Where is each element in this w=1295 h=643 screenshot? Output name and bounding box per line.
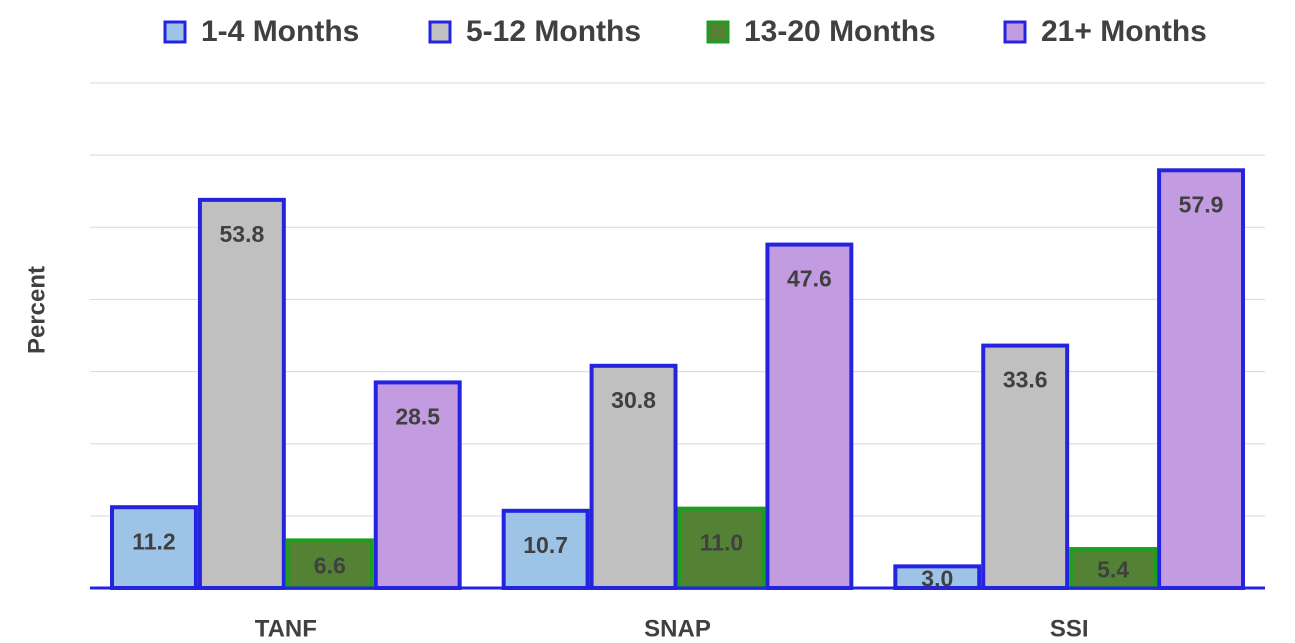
legend-label: 13-20 Months <box>744 15 936 48</box>
data-label: 6.6 <box>314 552 346 578</box>
data-label: 5.4 <box>1097 557 1129 583</box>
bar <box>1069 547 1158 590</box>
x-tick-label: SSI <box>1050 615 1089 642</box>
bar <box>110 505 198 591</box>
data-label: 53.8 <box>219 221 264 247</box>
x-tick-label: TANF <box>255 615 317 642</box>
legend-label: 21+ Months <box>1041 15 1207 48</box>
bar <box>1157 168 1246 591</box>
data-label: 30.8 <box>611 387 656 413</box>
legend-marker <box>163 20 187 44</box>
y-axis-label: Percent <box>23 266 50 354</box>
legend-marker <box>428 20 452 44</box>
data-label: 10.7 <box>523 532 568 558</box>
data-label: 47.6 <box>787 266 832 292</box>
data-label: 11.2 <box>132 528 176 554</box>
data-label: 28.5 <box>395 403 440 429</box>
data-label: 11.0 <box>700 530 744 556</box>
legend-marker <box>706 20 730 44</box>
legend-marker <box>1003 20 1027 44</box>
x-tick-label: SNAP <box>644 615 711 642</box>
data-label: 33.6 <box>1003 367 1048 393</box>
bar <box>677 506 766 590</box>
bar <box>765 242 854 590</box>
bar <box>197 197 286 590</box>
legend-label: 1-4 Months <box>201 15 359 48</box>
legend-label: 5-12 Months <box>466 15 641 48</box>
bar <box>373 380 462 590</box>
data-label: 57.9 <box>1179 191 1224 217</box>
bar <box>981 343 1070 590</box>
bar <box>501 508 590 590</box>
